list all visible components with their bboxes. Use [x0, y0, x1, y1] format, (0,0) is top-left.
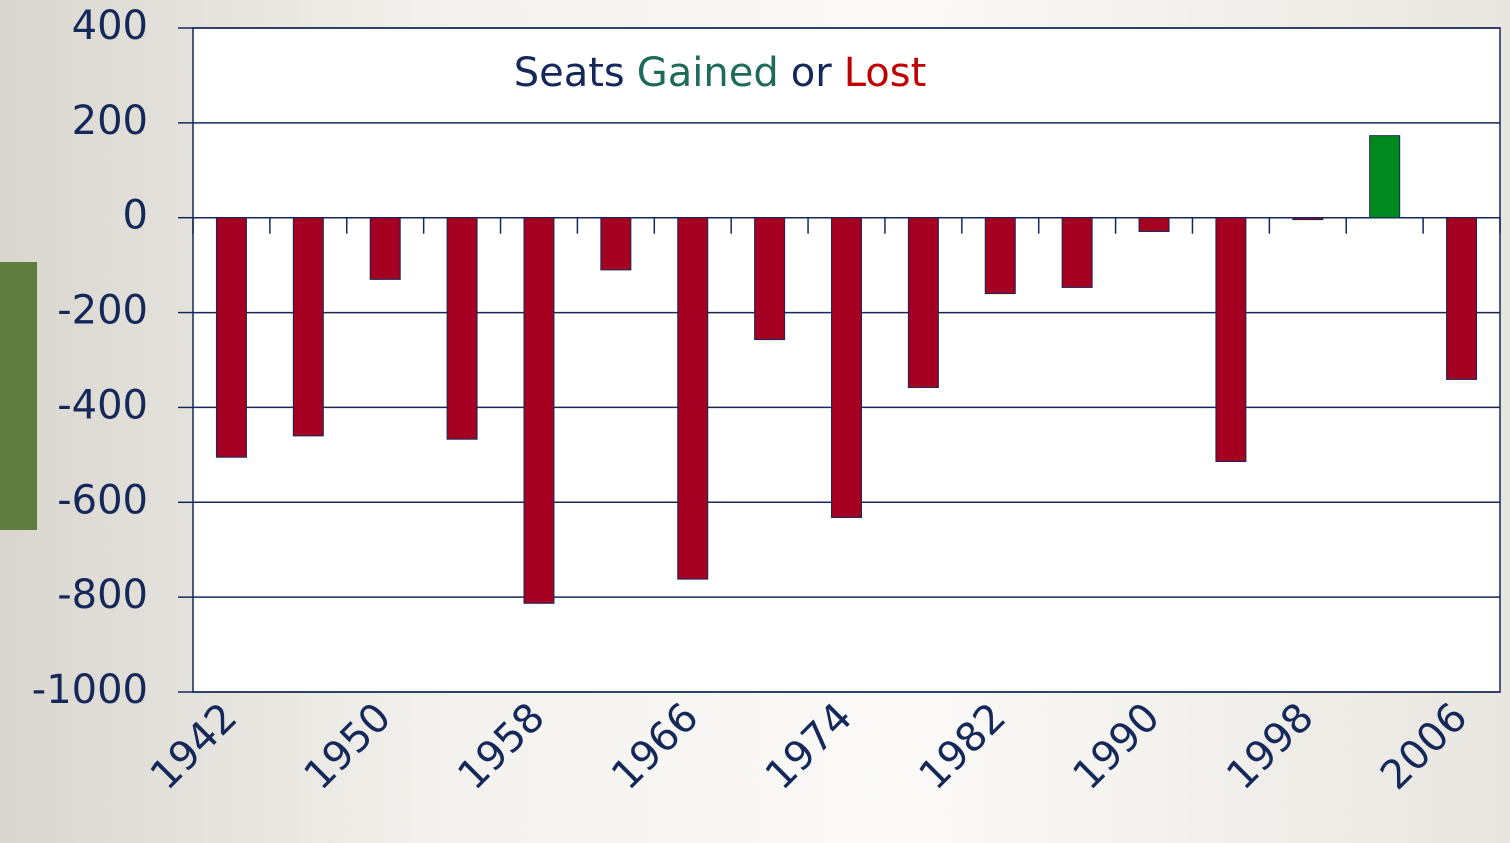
bar — [908, 218, 938, 388]
chart: Seats Gained or Lost -1000 -800 -600 -400 -200 0… — [0, 0, 1510, 843]
bar — [1370, 136, 1400, 218]
y-tick-label: 0 — [123, 193, 148, 239]
x-tick-label: 1950 — [296, 694, 401, 799]
page: Seats Gained or Lost -1000 -800 -600 -400 -200 0… — [0, 0, 1510, 843]
bar — [216, 218, 246, 458]
x-tick-label: 1958 — [449, 694, 554, 799]
bar — [447, 218, 477, 439]
y-tick-label: -200 — [57, 288, 148, 334]
y-tick-label: -600 — [57, 477, 148, 523]
y-tick-label: 200 — [72, 98, 148, 144]
title-word: Seats — [514, 50, 625, 96]
y-tick-label: 400 — [72, 3, 148, 49]
x-tick-label: 2006 — [1372, 694, 1477, 799]
bar — [678, 218, 708, 579]
bar — [1062, 218, 1092, 288]
bar — [1216, 218, 1246, 462]
bar — [370, 218, 400, 280]
x-tick-label: 1966 — [603, 694, 708, 799]
x-tick-label: 1998 — [1218, 694, 1323, 799]
bar — [293, 218, 323, 436]
x-tick-label: 1974 — [757, 694, 862, 799]
title-word: Lost — [844, 50, 927, 96]
y-tick-label: -400 — [57, 382, 148, 428]
bar — [985, 218, 1015, 294]
y-tick-label: -1000 — [32, 667, 148, 713]
title-word: Gained — [637, 50, 779, 96]
bar — [601, 218, 631, 270]
y-tick-label: -800 — [57, 572, 148, 618]
x-tick-label: 1990 — [1064, 694, 1169, 799]
bar — [1139, 218, 1169, 232]
bar — [1447, 218, 1477, 380]
x-tick-label: 1942 — [142, 694, 247, 799]
side-photo — [0, 262, 37, 530]
bar — [524, 218, 554, 604]
bar — [832, 218, 862, 518]
title-word: or — [791, 50, 832, 96]
bar — [1293, 218, 1323, 220]
bar — [755, 218, 785, 340]
chart-title: Seats Gained or Lost — [514, 50, 927, 96]
x-tick-label: 1982 — [911, 694, 1016, 799]
